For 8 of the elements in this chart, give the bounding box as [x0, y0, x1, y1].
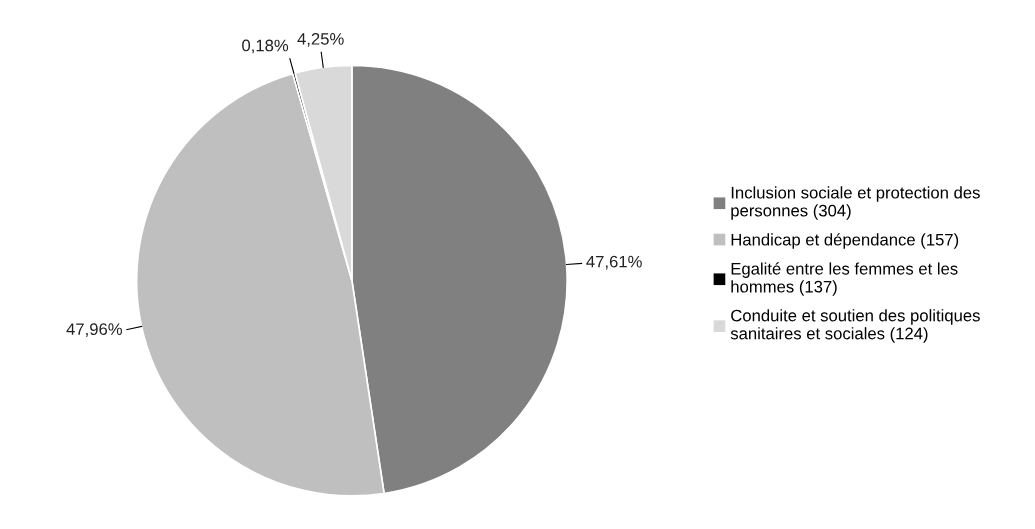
data-label: 4,25%: [297, 32, 344, 47]
data-label: 47,96%: [66, 323, 123, 337]
data-label: 0,18%: [242, 39, 289, 54]
legend-label: Egalité entre les femmes et les hommes (137): [731, 262, 958, 296]
legend-label: Inclusion sociale et protection des personnes (304): [731, 186, 980, 220]
data-label: 47,61%: [586, 255, 642, 270]
legend-label: Handicap et dépendance (157): [731, 233, 959, 249]
legend-label: Conduite et soutien des politiques sanitaires et sociales (124): [730, 309, 980, 343]
